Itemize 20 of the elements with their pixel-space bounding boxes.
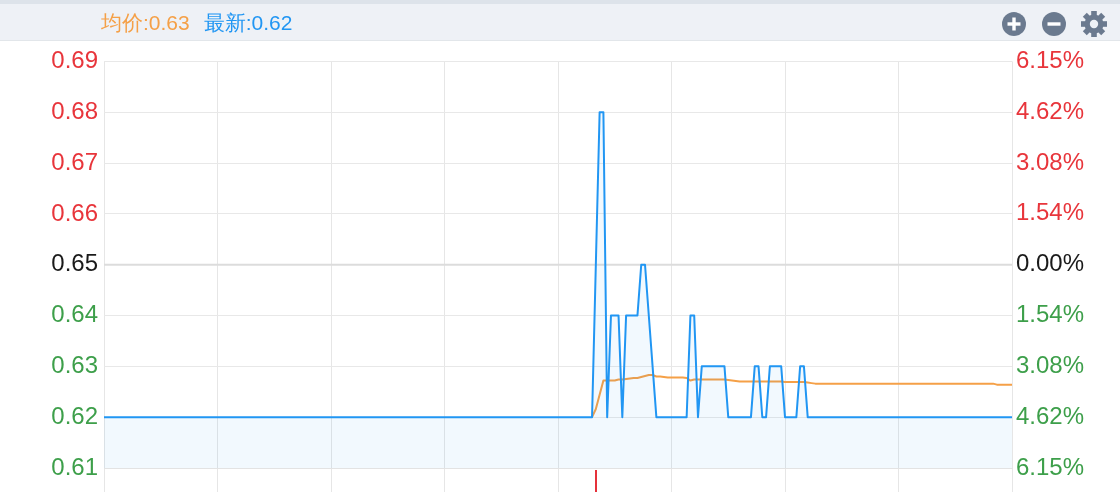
y2-tick-label: 4.62%	[1016, 96, 1085, 124]
y2-tick-label: 6.15%	[1016, 452, 1085, 480]
y-tick-label: 0.68	[51, 96, 98, 124]
y-tick-label: 0.62	[51, 401, 98, 429]
y2-tick-label: 3.08%	[1016, 351, 1085, 379]
y2-tick-label: 4.62%	[1016, 402, 1085, 430]
y-tick-label: 0.64	[51, 300, 98, 328]
y2-tick-label: 1.54%	[1016, 198, 1085, 226]
y2-tick-label: 3.08%	[1016, 147, 1085, 175]
y2-tick-label: 1.54%	[1016, 300, 1085, 328]
y-tick-label: 0.65	[51, 249, 98, 277]
y2-tick-label: 6.15%	[1016, 46, 1085, 74]
text: 最新:0.62	[203, 10, 293, 36]
y-tick-label: 0.67	[51, 147, 98, 175]
text: 均价:0.63	[101, 10, 190, 36]
y-tick-label: 0.69	[51, 46, 98, 74]
y2-tick-label: 0.00%	[1016, 249, 1085, 277]
y-tick-label: 0.63	[51, 350, 98, 378]
y-tick-label: 0.61	[51, 452, 98, 480]
y-tick-label: 0.66	[51, 198, 98, 226]
